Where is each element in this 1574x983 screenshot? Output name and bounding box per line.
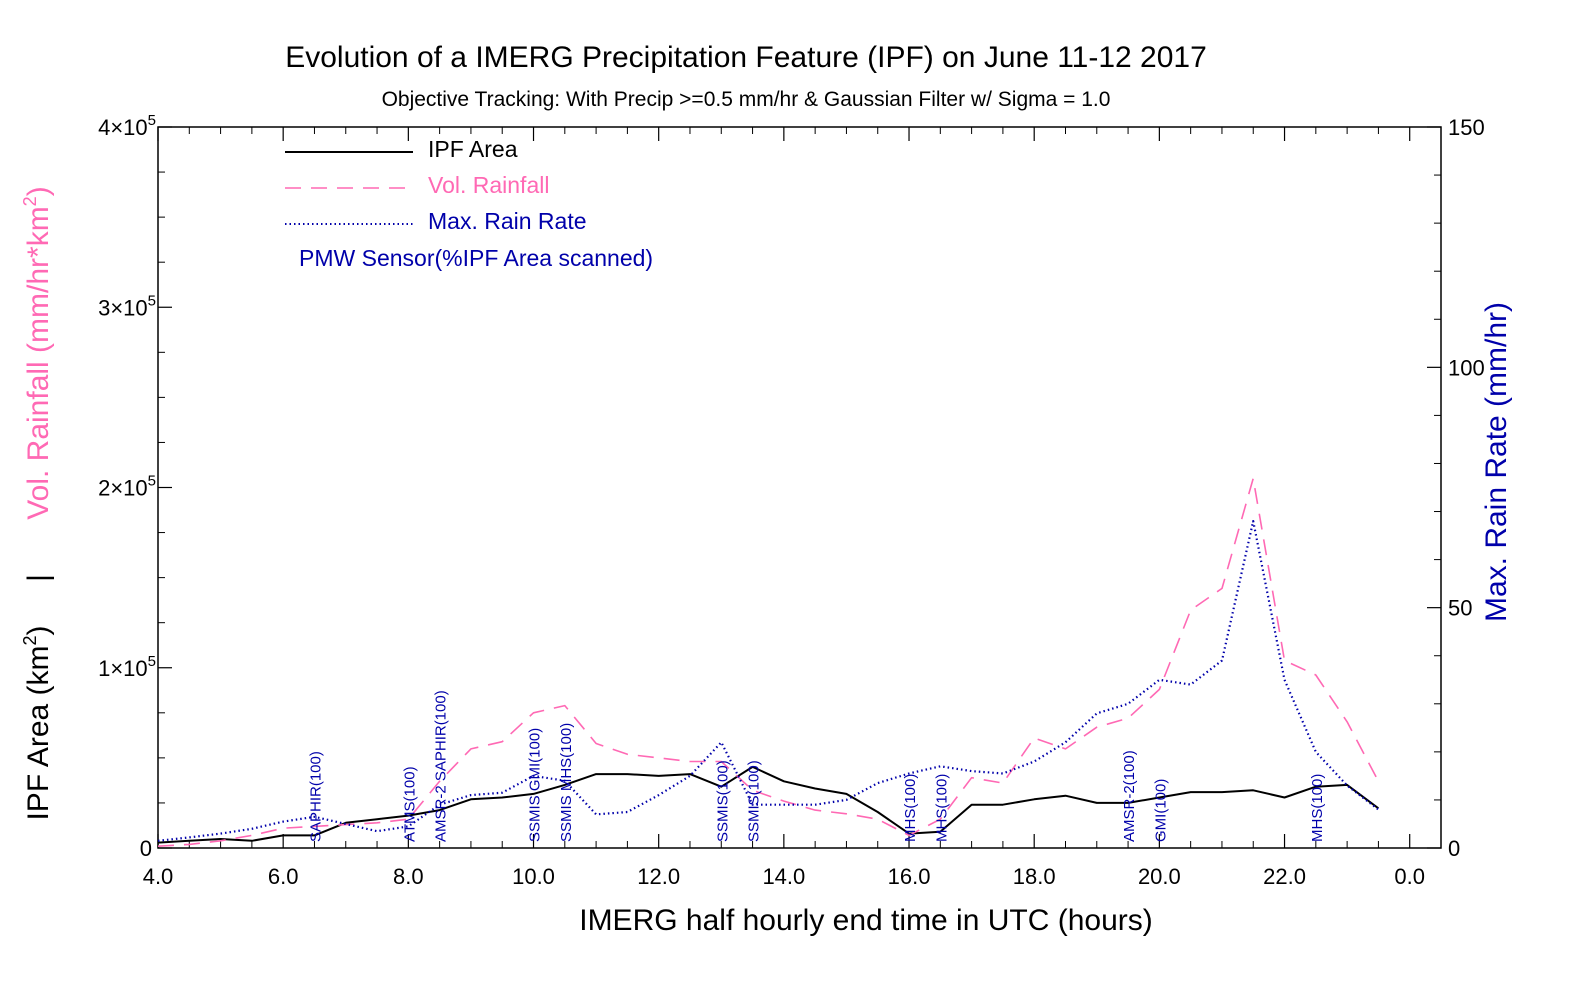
legend-label-pmw-sensor: PMW Sensor(%IPF Area scanned) — [299, 245, 653, 271]
x-tick-label: 4.0 — [143, 864, 174, 889]
series-line-vol-rainfall — [157, 477, 1380, 847]
legend-label-vol-rainfall: Vol. Rainfall — [428, 172, 549, 198]
series-line-max-rain-rate — [157, 519, 1380, 842]
y-left-tick-label: 1×105 — [98, 653, 156, 681]
sensor-label: MHS(100) — [933, 774, 950, 842]
x-tick-label: 12.0 — [637, 864, 680, 889]
legend-label-ipf-area: IPF Area — [428, 136, 518, 162]
y-left-tick-label: 2×105 — [98, 473, 156, 501]
y-left-tick-label: 3×105 — [98, 292, 156, 320]
y-axis-label-separator: | — [22, 574, 55, 582]
sensor-label: ATMS(100) — [401, 766, 418, 842]
sensor-label: MHS(100) — [1309, 774, 1326, 842]
x-tick-label: 0.0 — [1394, 864, 1425, 889]
y-axis-label-max-rain-rate: Max. Rain Rate (mm/hr) — [1480, 302, 1513, 622]
x-tick-label: 8.0 — [393, 864, 424, 889]
axis-ticks: 4.0 6.0 8.0 10.0 12.0 14.0 16.0 18.0 20.0 22.0 0.0… — [98, 112, 1485, 889]
y-axis-label-vol-rainfall: Vol. Rainfall (mm/hr*km2) — [20, 186, 55, 519]
sensor-label: GMI(100) — [1152, 779, 1169, 842]
sensor-label: AMSR-2 SAPHIR(100) — [433, 690, 450, 842]
series-line-ipf-area — [157, 765, 1379, 844]
y-right-tick-label: 100 — [1448, 355, 1485, 380]
sensor-label: SSMIS MHS(100) — [558, 723, 575, 842]
y-axis-label-ipf-area: IPF Area (km2) — [20, 625, 55, 820]
x-tick-label: 14.0 — [762, 864, 805, 889]
legend: IPF Area Vol. Rainfall Max. Rain Rate PM… — [285, 136, 653, 271]
plot-frame — [157, 126, 1442, 849]
sensor-label: SSMIS(100) — [714, 760, 731, 842]
y-right-tick-label: 50 — [1448, 596, 1472, 621]
x-tick-label: 16.0 — [888, 864, 931, 889]
sensor-label: SSMIS(100) — [746, 760, 763, 842]
y-right-tick-label: 0 — [1448, 836, 1460, 861]
sensor-label: AMSR-2(100) — [1121, 750, 1138, 842]
sensor-label: SAPHIR(100) — [308, 751, 325, 842]
sensor-label: SSMIS GMI(100) — [527, 728, 544, 842]
series-lines — [157, 477, 1380, 847]
y-left-tick-label: 0 — [140, 836, 152, 861]
sensor-labels: SAPHIR(100) ATMS(100) AMSR-2 SAPHIR(100) SS… — [308, 690, 1326, 842]
x-tick-label: 20.0 — [1138, 864, 1181, 889]
x-tick-label: 6.0 — [268, 864, 299, 889]
x-tick-label: 22.0 — [1263, 864, 1306, 889]
y-left-tick-label: 4×105 — [98, 112, 156, 140]
x-tick-label: 10.0 — [512, 864, 555, 889]
x-tick-label: 18.0 — [1013, 864, 1056, 889]
chart-title: Evolution of a IMERG Precipitation Featu… — [285, 41, 1207, 74]
chart-subtitle: Objective Tracking: With Precip >=0.5 mm… — [382, 88, 1111, 111]
legend-label-max-rain-rate: Max. Rain Rate — [428, 208, 587, 234]
sensor-label: MHS(100) — [902, 774, 919, 842]
y-right-tick-label: 150 — [1448, 115, 1485, 140]
x-axis-label: IMERG half hourly end time in UTC (hours… — [579, 904, 1153, 937]
